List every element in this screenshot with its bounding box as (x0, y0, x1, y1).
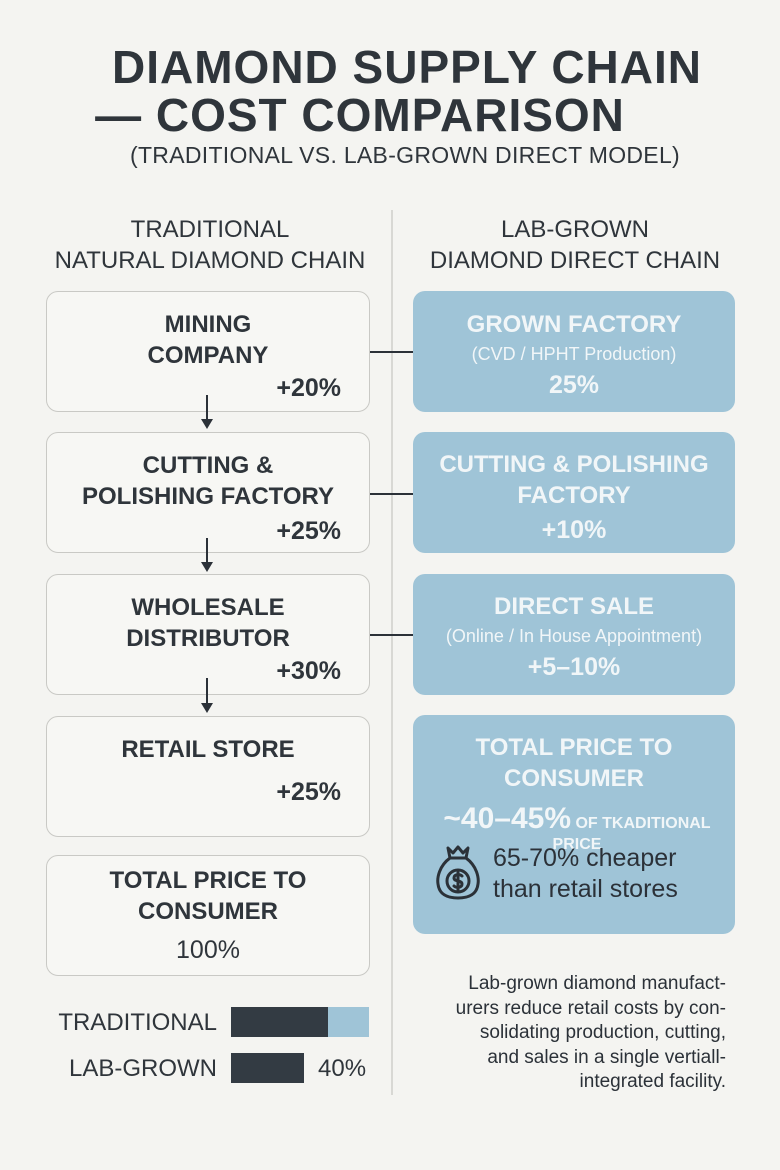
lab-step-direct-sale: DIRECT SALE (Online / In House Appointme… (413, 574, 735, 695)
down-arrow-icon (201, 538, 213, 572)
traditional-heading: TRADITIONAL NATURAL DIAMOND CHAIN (54, 216, 366, 274)
markup-value: +30% (276, 657, 341, 685)
total-value: ~40–45% (443, 802, 572, 835)
page-title-line1: DIAMOND SUPPLY CHAIN (112, 41, 702, 93)
total-value: 100% (176, 936, 240, 964)
bar-label-traditional: TRADITIONAL (58, 1009, 217, 1036)
bar-label-lab-grown: LAB-GROWN (68, 1055, 217, 1082)
markup-value: +10% (541, 516, 607, 544)
page-title-line2: — COST COMPARISON (95, 89, 625, 141)
lab-total-price: TOTAL PRICE TO CONSUMER ~40–45% OF TKADI… (413, 715, 735, 934)
trad-step-mining: MINING COMPANY +20% (46, 291, 370, 412)
markup-value: 25% (548, 371, 600, 399)
trad-step-retail: RETAIL STORE +25% (46, 716, 370, 837)
bar-traditional-light (328, 1007, 369, 1037)
markup-value: +25% (276, 517, 341, 545)
markup-value: +20% (276, 374, 341, 402)
lab-step-grown-factory: GROWN FACTORY (CVD / HPHT Production) 25… (413, 291, 735, 412)
total-value-row: ~40–45% OF TKADITIONAL PRICE (419, 802, 735, 854)
savings-row: 65-70% cheaper than retail stores (435, 843, 678, 905)
markup-value: +5–10% (527, 653, 621, 681)
total-value-suffix: OF TKADITIONAL PRICE (552, 815, 711, 853)
savings-text: 65-70% cheaper than retail stores (493, 844, 678, 903)
page-subtitle: (TRADITIONAL VS. LAB-GROWN DIRECT MODEL) (130, 142, 680, 168)
bar-lab-grown-value: 40% (318, 1055, 367, 1082)
trad-step-cutting: CUTTING & POLISHING FACTORY +25% (46, 432, 370, 553)
explanatory-note: Lab-grown diamond manufact- urers reduce… (455, 973, 726, 1092)
lab-step-cutting: CUTTING & POLISHING FACTORY +10% (413, 432, 735, 553)
money-bag-icon (435, 844, 481, 905)
column-divider (391, 210, 393, 1095)
lab-grown-heading: LAB-GROWN DIAMOND DIRECT CHAIN (429, 216, 721, 274)
down-arrow-icon (201, 678, 213, 713)
markup-value: +25% (276, 778, 341, 806)
bar-lab-grown (231, 1053, 304, 1083)
trad-step-wholesale: WHOLESALE DISTRIBUTOR +30% (46, 574, 370, 695)
down-arrow-icon (201, 395, 213, 429)
trad-total-price: TOTAL PRICE TO CONSUMER 100% (46, 855, 370, 976)
bar-traditional-dark (231, 1007, 328, 1037)
